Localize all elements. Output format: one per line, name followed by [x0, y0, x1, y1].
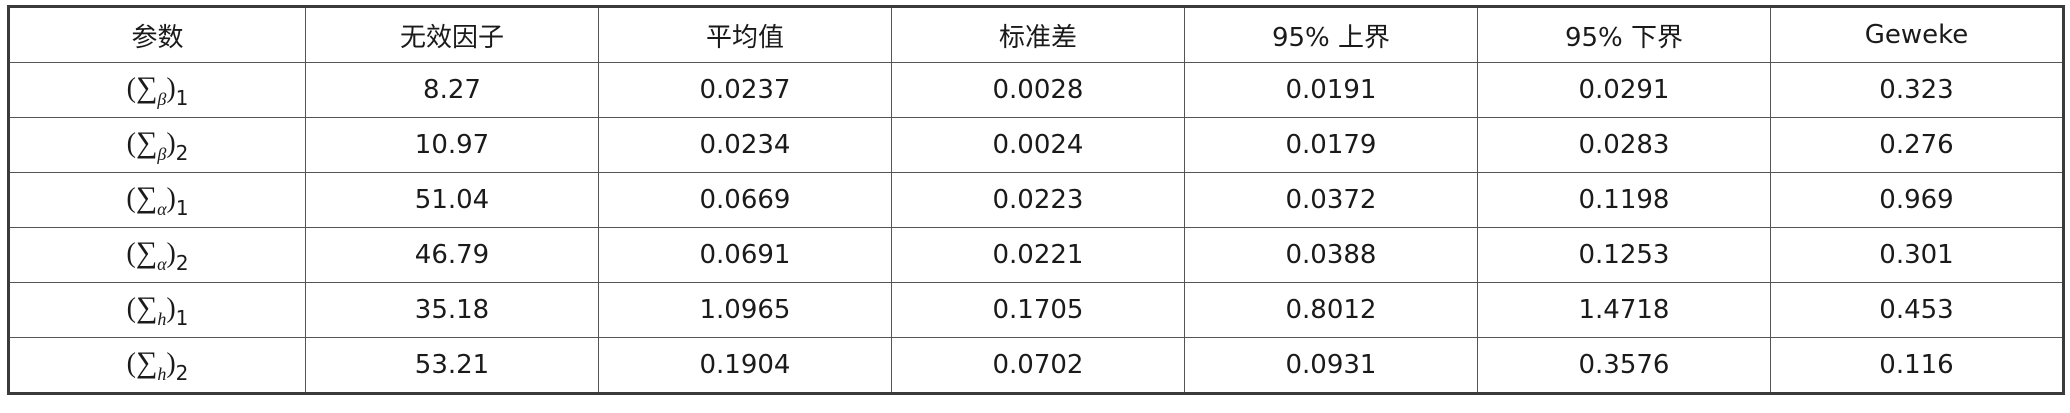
cell-lower-95: 0.0291	[1477, 62, 1771, 118]
header-param: 参数	[8, 6, 306, 63]
param-greek: β	[157, 143, 167, 164]
param-index: 1	[175, 305, 189, 330]
table-row: (∑α)2 46.79 0.0691 0.0221 0.0388 0.1253 0.301	[8, 227, 2064, 283]
results-table: 参数 无效因子 平均值 标准差 95% 上界 95% 下界 Geweke (∑β…	[7, 5, 2065, 395]
cell-inefficiency-factor: 8.27	[305, 62, 599, 118]
param-greek: α	[157, 253, 167, 274]
cell-inefficiency-factor: 51.04	[305, 172, 599, 228]
param-cell: (∑α)2	[8, 227, 306, 283]
header-upper-95: 95% 上界	[1184, 6, 1478, 63]
header-row: 参数 无效因子 平均值 标准差 95% 上界 95% 下界 Geweke	[8, 6, 2064, 63]
sigma-symbol: ∑	[135, 180, 158, 214]
cell-lower-95: 0.3576	[1477, 337, 1771, 394]
sigma-symbol: ∑	[135, 290, 158, 324]
param-cell: (∑h)2	[8, 337, 306, 394]
header-lower-95: 95% 下界	[1477, 6, 1771, 63]
param-cell: (∑h)1	[8, 282, 306, 338]
param-index: 1	[175, 85, 189, 110]
table-row: (∑β)1 8.27 0.0237 0.0028 0.0191 0.0291 0.323	[8, 62, 2064, 118]
cell-inefficiency-factor: 35.18	[305, 282, 599, 338]
cell-inefficiency-factor: 46.79	[305, 227, 599, 283]
cell-upper-95: 0.0931	[1184, 337, 1478, 394]
cell-geweke: 0.969	[1770, 172, 2064, 228]
param-index: 2	[175, 250, 189, 275]
cell-upper-95: 0.0388	[1184, 227, 1478, 283]
cell-mean: 1.0965	[598, 282, 892, 338]
cell-lower-95: 0.1253	[1477, 227, 1771, 283]
sigma-symbol: ∑	[135, 70, 158, 104]
cell-mean: 0.0669	[598, 172, 892, 228]
cell-std: 0.1705	[891, 282, 1185, 338]
sigma-symbol: ∑	[135, 125, 158, 159]
cell-mean: 0.0234	[598, 117, 892, 173]
param-index: 2	[175, 360, 189, 385]
cell-mean: 0.0691	[598, 227, 892, 283]
header-std: 标准差	[891, 6, 1185, 63]
cell-inefficiency-factor: 53.21	[305, 337, 599, 394]
cell-std: 0.0702	[891, 337, 1185, 394]
cell-inefficiency-factor: 10.97	[305, 117, 599, 173]
cell-lower-95: 1.4718	[1477, 282, 1771, 338]
cell-lower-95: 0.1198	[1477, 172, 1771, 228]
sigma-symbol: ∑	[135, 345, 158, 379]
cell-geweke: 0.116	[1770, 337, 2064, 394]
cell-geweke: 0.276	[1770, 117, 2064, 173]
cell-upper-95: 0.0179	[1184, 117, 1478, 173]
header-mean: 平均值	[598, 6, 892, 63]
table-row: (∑α)1 51.04 0.0669 0.0223 0.0372 0.1198 0.969	[8, 172, 2064, 228]
table-row: (∑h)1 35.18 1.0965 0.1705 0.8012 1.4718 0.453	[8, 282, 2064, 338]
table-row: (∑β)2 10.97 0.0234 0.0024 0.0179 0.0283 0.276	[8, 117, 2064, 173]
param-greek: β	[157, 88, 167, 109]
table-row: (∑h)2 53.21 0.1904 0.0702 0.0931 0.3576 0.116	[8, 337, 2064, 394]
cell-mean: 0.1904	[598, 337, 892, 394]
cell-geweke: 0.323	[1770, 62, 2064, 118]
cell-lower-95: 0.0283	[1477, 117, 1771, 173]
param-cell: (∑β)1	[8, 62, 306, 118]
cell-std: 0.0223	[891, 172, 1185, 228]
cell-upper-95: 0.0191	[1184, 62, 1478, 118]
param-cell: (∑β)2	[8, 117, 306, 173]
param-index: 1	[175, 195, 189, 220]
cell-geweke: 0.453	[1770, 282, 2064, 338]
param-greek: h	[157, 308, 167, 329]
cell-mean: 0.0237	[598, 62, 892, 118]
cell-std: 0.0221	[891, 227, 1185, 283]
cell-std: 0.0028	[891, 62, 1185, 118]
header-geweke: Geweke	[1770, 6, 2064, 63]
param-greek: α	[157, 198, 167, 219]
sigma-symbol: ∑	[135, 235, 158, 269]
param-greek: h	[157, 363, 167, 384]
header-inefficiency-factor: 无效因子	[305, 6, 599, 63]
cell-upper-95: 0.8012	[1184, 282, 1478, 338]
param-cell: (∑α)1	[8, 172, 306, 228]
cell-geweke: 0.301	[1770, 227, 2064, 283]
cell-upper-95: 0.0372	[1184, 172, 1478, 228]
param-index: 2	[175, 140, 189, 165]
cell-std: 0.0024	[891, 117, 1185, 173]
